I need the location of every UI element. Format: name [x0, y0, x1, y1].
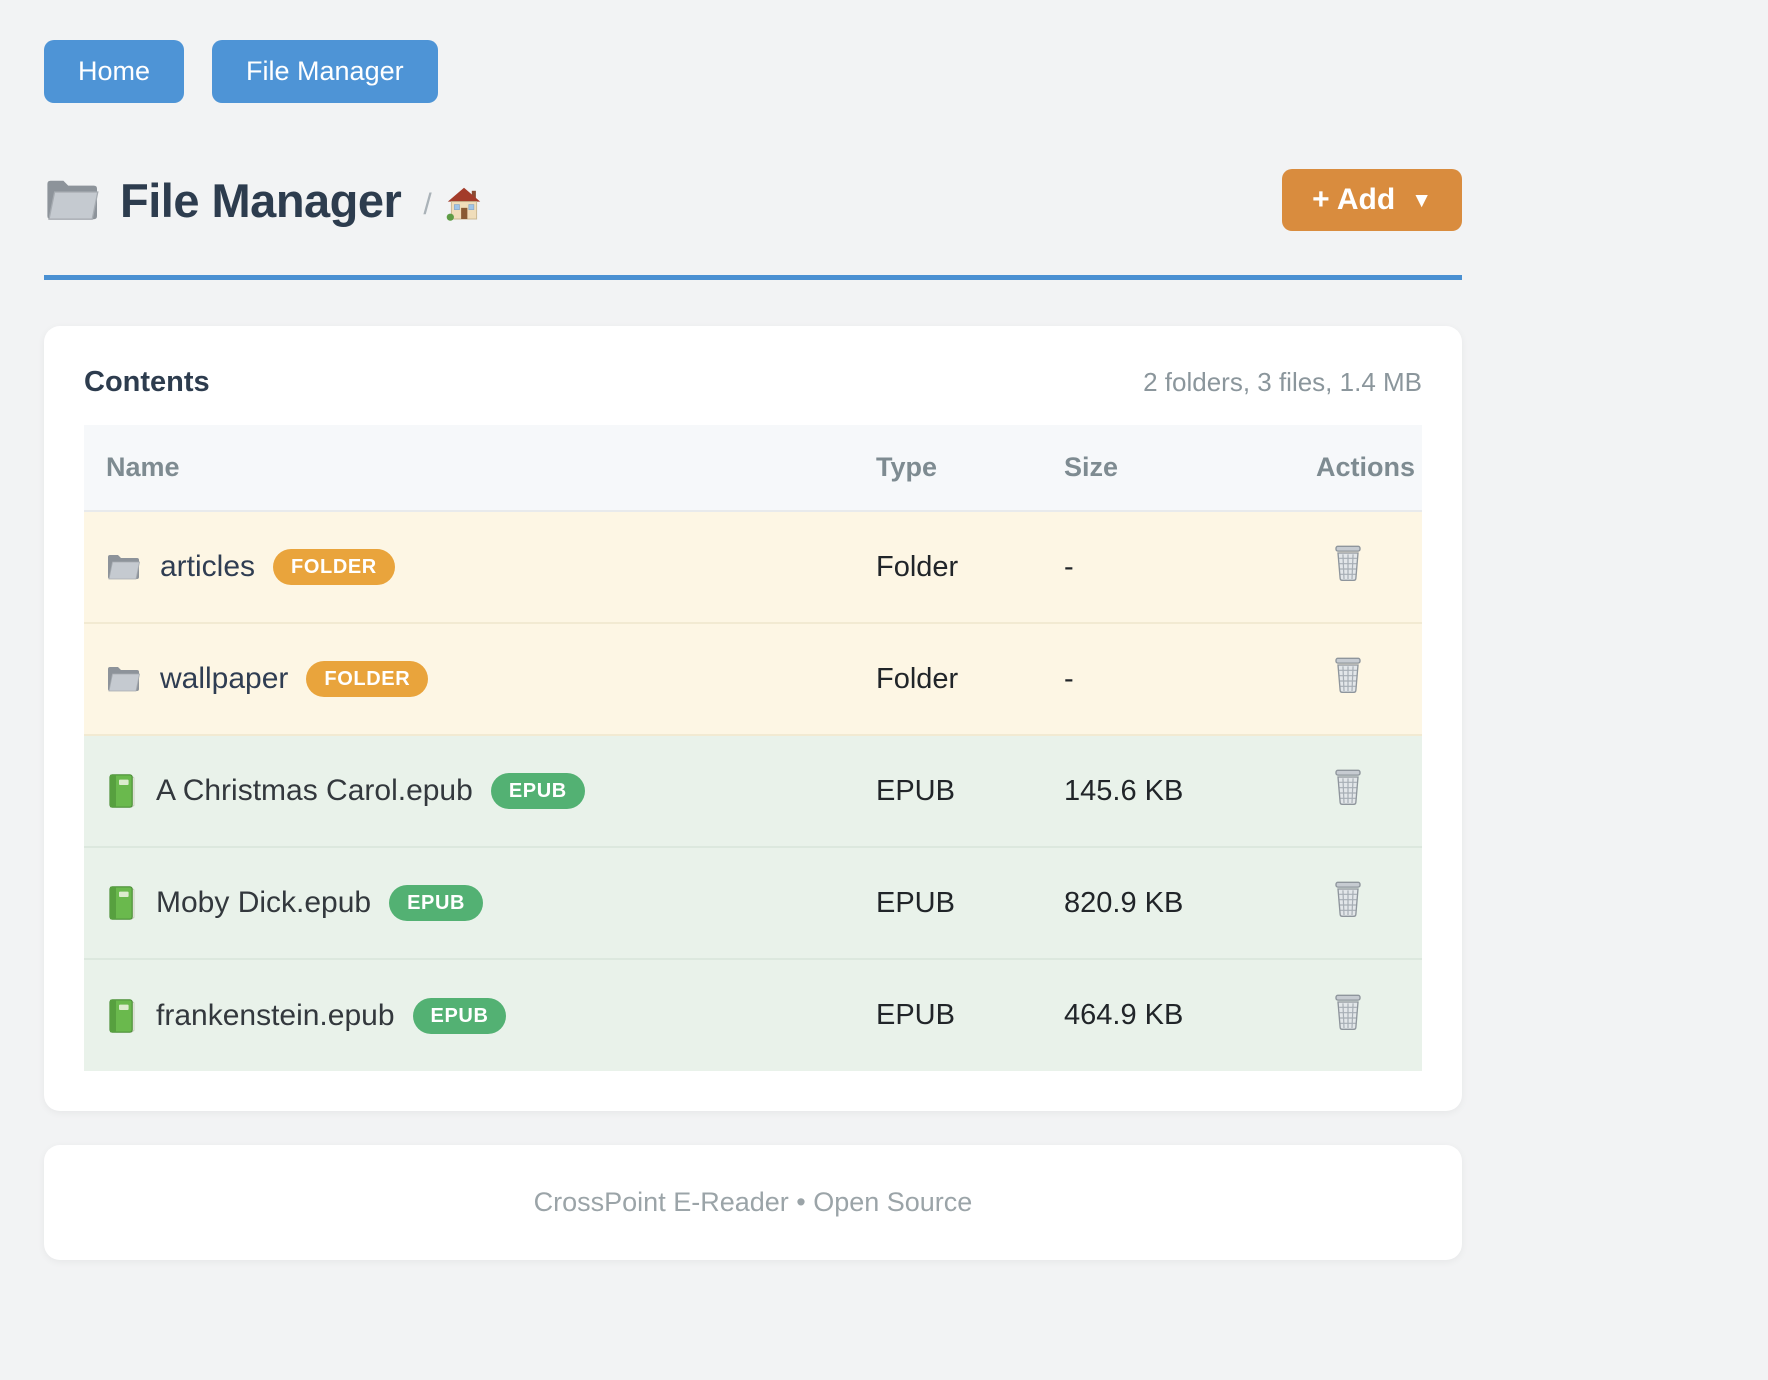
type-badge: EPUB	[389, 885, 484, 921]
book-icon	[106, 773, 138, 809]
file-name: articles	[160, 550, 256, 583]
column-header-name: Name	[84, 425, 854, 512]
type-badge: EPUB	[412, 997, 507, 1034]
trash-icon	[1332, 544, 1364, 582]
size-cell: -	[1064, 662, 1074, 695]
table-header-row: Name Type Size Actions	[84, 425, 1422, 512]
size-cell: -	[1064, 550, 1074, 583]
page: Home File Manager File Manager /	[44, 0, 1462, 1260]
home-button[interactable]: Home	[44, 40, 185, 103]
book-icon	[106, 998, 138, 1034]
footer: CrossPoint E-Reader • Open Source	[44, 1145, 1462, 1260]
delete-button[interactable]	[1332, 993, 1364, 1031]
column-header-size: Size	[1042, 425, 1294, 512]
column-header-type: Type	[854, 425, 1042, 512]
contents-summary: 2 folders, 3 files, 1.4 MB	[1143, 367, 1422, 397]
delete-button[interactable]	[1332, 656, 1364, 694]
card-title: Contents	[84, 366, 210, 398]
type-badge: FOLDER	[306, 661, 429, 697]
size-cell: 464.9 KB	[1064, 999, 1184, 1031]
file-manager-button[interactable]: File Manager	[212, 40, 438, 103]
card-header: Contents 2 folders, 3 files, 1.4 MB	[84, 366, 1422, 399]
folder-icon	[106, 664, 142, 694]
page-title: File Manager	[120, 173, 402, 227]
nav-bar: Home File Manager	[44, 0, 1462, 103]
type-cell: EPUB	[876, 886, 955, 919]
file-table: Name Type Size Actions	[84, 425, 1422, 1071]
table-row[interactable]: wallpaper FOLDER Folder -	[84, 623, 1422, 735]
type-cell: EPUB	[876, 999, 955, 1031]
book-icon	[106, 885, 138, 921]
folder-icon	[106, 552, 142, 582]
title-divider	[44, 275, 1462, 280]
file-name: frankenstein.epub	[156, 998, 395, 1032]
size-cell: 145.6 KB	[1064, 774, 1184, 807]
footer-text: CrossPoint E-Reader • Open Source	[533, 1187, 973, 1217]
trash-icon	[1332, 656, 1364, 694]
page-header: File Manager / + Add ▼	[44, 169, 1462, 231]
folder-icon	[44, 176, 102, 224]
delete-button[interactable]	[1332, 880, 1364, 918]
type-cell: Folder	[876, 550, 959, 583]
type-cell: EPUB	[876, 774, 955, 807]
column-header-actions: Actions	[1294, 425, 1422, 512]
breadcrumb-separator: /	[423, 188, 432, 221]
type-badge: FOLDER	[273, 549, 395, 585]
trash-icon	[1332, 768, 1364, 806]
size-cell: 820.9 KB	[1064, 886, 1184, 919]
file-name: A Christmas Carol.epub	[156, 774, 473, 807]
trash-icon	[1332, 880, 1364, 918]
add-button-label: + Add	[1312, 183, 1396, 216]
table-row[interactable]: frankenstein.epub EPUB EPUB 464.9 KB	[84, 959, 1422, 1071]
file-name: wallpaper	[160, 662, 289, 695]
chevron-down-icon: ▼	[1411, 189, 1432, 212]
file-name: Moby Dick.epub	[156, 886, 372, 919]
home-icon[interactable]	[446, 186, 482, 222]
delete-button[interactable]	[1332, 768, 1364, 806]
type-badge: EPUB	[490, 773, 585, 809]
breadcrumb: File Manager /	[44, 173, 482, 228]
table-row[interactable]: articles FOLDER Folder -	[84, 511, 1422, 623]
table-row[interactable]: Moby Dick.epub EPUB EPUB 820.9 KB	[84, 847, 1422, 959]
type-cell: Folder	[876, 662, 959, 695]
delete-button[interactable]	[1332, 544, 1364, 582]
table-row[interactable]: A Christmas Carol.epub EPUB EPUB 145.6 K…	[84, 735, 1422, 847]
trash-icon	[1332, 993, 1364, 1031]
contents-card: Contents 2 folders, 3 files, 1.4 MB Name…	[44, 326, 1462, 1111]
add-button[interactable]: + Add ▼	[1282, 169, 1462, 231]
